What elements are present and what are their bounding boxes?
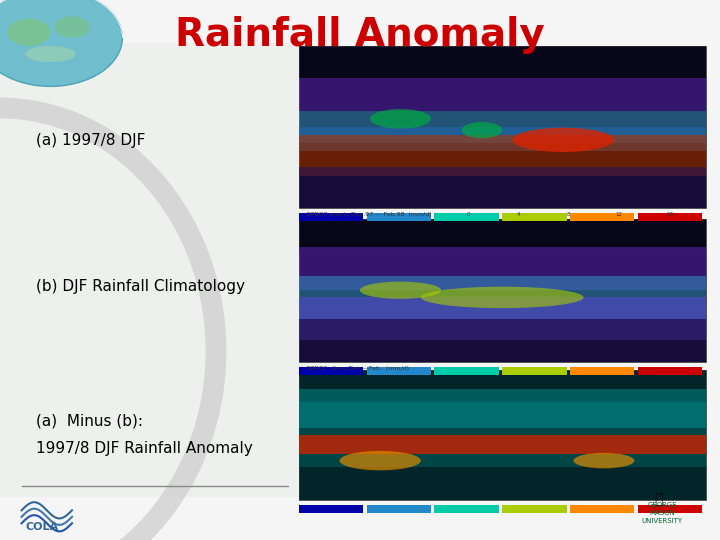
FancyBboxPatch shape	[366, 213, 431, 221]
FancyBboxPatch shape	[299, 219, 706, 254]
Text: 🦅: 🦅	[654, 492, 663, 507]
FancyBboxPatch shape	[299, 127, 706, 151]
FancyBboxPatch shape	[299, 111, 706, 143]
Text: Rainfall Anomaly: Rainfall Anomaly	[175, 16, 545, 54]
FancyBboxPatch shape	[0, 43, 310, 497]
FancyBboxPatch shape	[299, 213, 363, 221]
FancyBboxPatch shape	[503, 505, 567, 513]
FancyBboxPatch shape	[638, 367, 702, 375]
FancyBboxPatch shape	[299, 370, 706, 500]
Text: (b) DJF Rainfall Climatology: (b) DJF Rainfall Climatology	[36, 279, 245, 294]
Text: 12: 12	[616, 212, 623, 217]
Text: (a) 1997/8 DJF: (a) 1997/8 DJF	[36, 133, 145, 148]
Ellipse shape	[573, 453, 634, 468]
FancyBboxPatch shape	[299, 367, 363, 375]
FancyBboxPatch shape	[299, 319, 706, 362]
FancyBboxPatch shape	[570, 367, 634, 375]
FancyBboxPatch shape	[299, 78, 706, 111]
Text: 18: 18	[666, 212, 673, 217]
FancyBboxPatch shape	[299, 370, 706, 500]
FancyBboxPatch shape	[434, 505, 499, 513]
Text: GEORGE
MASON
UNIVERSITY: GEORGE MASON UNIVERSITY	[642, 502, 683, 524]
Text: 1997/8 DJF Rainfall Anomaly: 1997/8 DJF Rainfall Anomaly	[36, 441, 253, 456]
Text: 0: 0	[467, 212, 469, 217]
FancyBboxPatch shape	[299, 46, 706, 78]
Ellipse shape	[513, 128, 614, 152]
Text: 8: 8	[567, 212, 570, 217]
Ellipse shape	[340, 451, 420, 470]
FancyBboxPatch shape	[299, 505, 363, 513]
FancyBboxPatch shape	[299, 247, 706, 291]
Ellipse shape	[25, 46, 76, 62]
Text: 4: 4	[517, 212, 520, 217]
FancyBboxPatch shape	[570, 213, 634, 221]
FancyBboxPatch shape	[366, 505, 431, 513]
Ellipse shape	[7, 19, 50, 46]
FancyBboxPatch shape	[299, 46, 706, 208]
FancyBboxPatch shape	[299, 389, 706, 428]
FancyBboxPatch shape	[299, 219, 706, 362]
Ellipse shape	[420, 287, 583, 308]
Ellipse shape	[370, 109, 431, 129]
Text: GPROF climo Dec.—Feb.  (mm/d): GPROF climo Dec.—Feb. (mm/d)	[306, 366, 409, 371]
Text: (a)  Minus (b):: (a) Minus (b):	[36, 414, 143, 429]
FancyBboxPatch shape	[299, 167, 706, 208]
FancyBboxPatch shape	[366, 367, 431, 375]
Text: GPROF precip Dec.97 — Feb.98  (mm/d): GPROF precip Dec.97 — Feb.98 (mm/d)	[306, 212, 431, 217]
FancyBboxPatch shape	[299, 135, 706, 176]
Ellipse shape	[0, 0, 122, 86]
Ellipse shape	[360, 282, 441, 299]
FancyBboxPatch shape	[638, 505, 702, 513]
FancyBboxPatch shape	[299, 276, 706, 319]
FancyBboxPatch shape	[299, 435, 706, 454]
FancyBboxPatch shape	[434, 213, 499, 221]
FancyBboxPatch shape	[503, 213, 567, 221]
FancyBboxPatch shape	[299, 402, 706, 467]
FancyBboxPatch shape	[299, 298, 706, 340]
Ellipse shape	[462, 122, 502, 138]
Text: COLA: COLA	[25, 522, 58, 531]
FancyBboxPatch shape	[434, 367, 499, 375]
FancyBboxPatch shape	[570, 505, 634, 513]
Ellipse shape	[54, 16, 90, 38]
FancyBboxPatch shape	[503, 367, 567, 375]
FancyBboxPatch shape	[638, 213, 702, 221]
